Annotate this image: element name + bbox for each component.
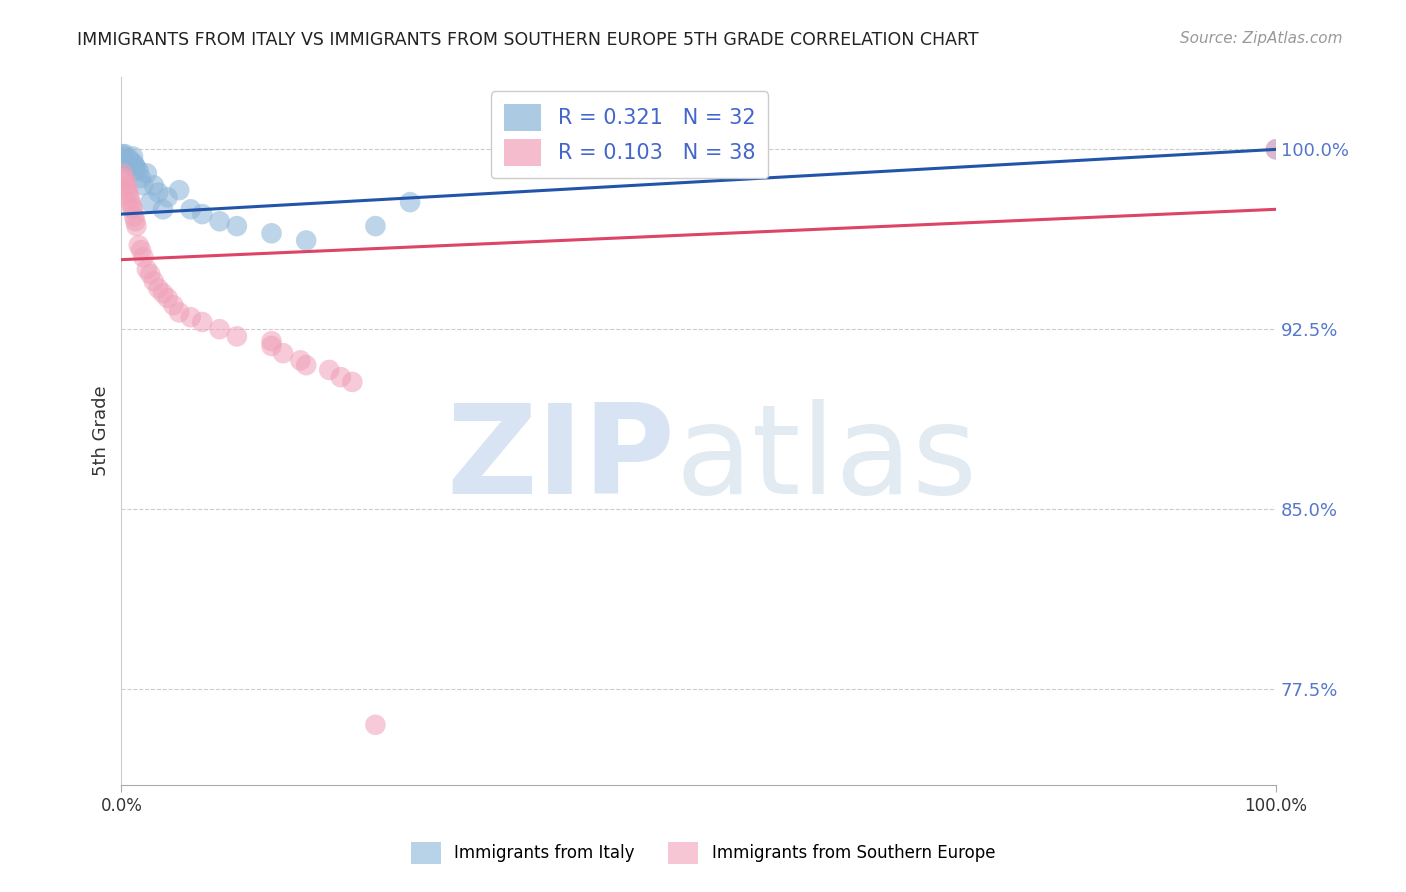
Point [112,150,135,164]
Point [364,718,387,732]
Point [121,159,143,173]
Point [121,200,143,214]
Point [152,202,174,217]
Point [128,164,150,178]
Point [115,154,138,169]
Point [1265,142,1288,156]
Point [118,152,141,166]
Point [132,178,155,193]
Point [191,207,214,221]
Point [122,202,145,217]
Point [399,195,422,210]
Point [342,375,364,389]
Point [167,305,190,319]
Point [295,358,318,372]
Point [364,219,387,233]
Point [124,159,146,173]
Point [118,190,141,204]
Point [290,353,312,368]
Point [122,150,145,164]
Point [139,195,162,210]
Point [260,227,283,241]
Point [156,190,179,204]
Point [115,180,138,194]
Point [208,322,231,336]
Point [1265,142,1288,156]
Point [225,219,247,233]
Point [180,202,202,217]
Text: IMMIGRANTS FROM ITALY VS IMMIGRANTS FROM SOUTHERN EUROPE 5TH GRADE CORRELATION C: IMMIGRANTS FROM ITALY VS IMMIGRANTS FROM… [77,31,979,49]
Point [318,363,340,377]
Point [142,178,165,193]
Point [111,166,134,180]
Point [329,370,352,384]
Text: ZIP: ZIP [447,399,676,520]
Point [135,166,157,180]
Point [191,315,214,329]
Point [128,238,150,252]
Point [115,178,138,193]
Point [225,329,247,343]
Point [124,214,146,228]
Point [114,147,136,161]
Point [114,173,136,187]
Point [152,286,174,301]
Point [129,243,152,257]
Point [208,214,231,228]
Point [117,157,139,171]
Text: Source: ZipAtlas.com: Source: ZipAtlas.com [1180,31,1343,46]
Legend: R = 0.321   N = 32, R = 0.103   N = 38: R = 0.321 N = 32, R = 0.103 N = 38 [491,91,768,178]
Point [125,161,148,176]
Point [260,334,283,348]
Point [129,171,152,186]
Point [156,291,179,305]
Point [139,267,162,281]
Y-axis label: 5th Grade: 5th Grade [93,385,110,476]
Point [111,147,134,161]
Point [142,274,165,288]
Point [162,298,184,312]
Point [117,186,139,200]
Point [135,262,157,277]
Point [132,250,155,264]
Point [260,339,283,353]
Point [125,219,148,233]
Point [148,186,170,200]
Point [295,234,318,248]
Point [115,152,138,166]
Text: atlas: atlas [676,399,977,520]
Point [148,281,170,295]
Point [122,210,145,224]
Point [180,310,202,325]
Point [120,154,142,169]
Point [271,346,294,360]
Point [120,195,142,210]
Point [122,157,145,171]
Point [112,171,135,186]
Legend: Immigrants from Italy, Immigrants from Southern Europe: Immigrants from Italy, Immigrants from S… [405,836,1001,871]
Point [167,183,190,197]
